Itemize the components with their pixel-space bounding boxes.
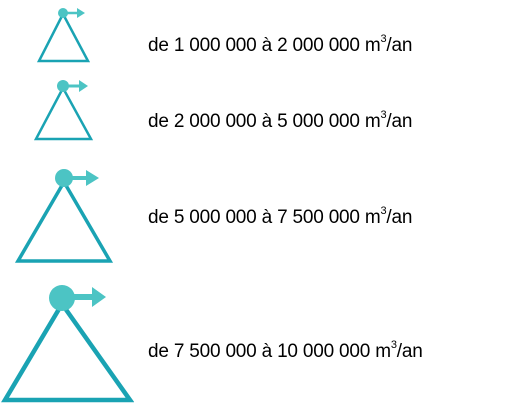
legend-item-label: de 5 000 000 à 7 500 000 m3/an xyxy=(148,205,413,229)
triangle-with-flag-icon xyxy=(33,80,94,141)
legend-item-label: de 2 000 000 à 5 000 000 m3/an xyxy=(148,109,413,133)
triangle-with-flag-icon xyxy=(14,169,114,263)
legend-item-label: de 1 000 000 à 2 000 000 m3/an xyxy=(148,33,413,57)
legend-item-label: de 7 500 000 à 10 000 000 m3/an xyxy=(148,339,423,363)
triangle-with-flag-icon xyxy=(1,285,134,403)
triangle-with-flag-icon xyxy=(36,8,91,63)
